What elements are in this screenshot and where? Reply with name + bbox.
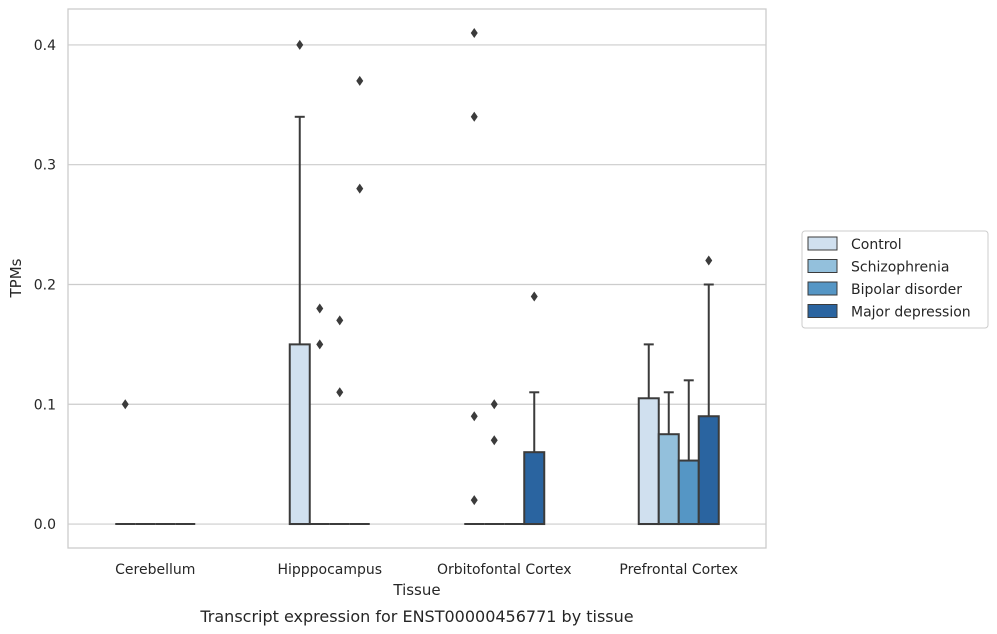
outlier-point bbox=[121, 399, 129, 410]
box-2-3 bbox=[677, 379, 700, 526]
box-body bbox=[697, 415, 720, 526]
boxes bbox=[115, 115, 720, 526]
outliers bbox=[121, 27, 713, 506]
box-0-3 bbox=[637, 343, 660, 526]
y-tick-label: 0.1 bbox=[34, 397, 56, 413]
outlier-point bbox=[470, 411, 478, 422]
outlier-point bbox=[316, 339, 324, 350]
outlier-point bbox=[490, 435, 498, 446]
legend-swatch bbox=[807, 304, 838, 318]
outlier-point bbox=[470, 495, 478, 506]
legend-swatch bbox=[807, 281, 838, 296]
y-tick-label: 0.0 bbox=[34, 517, 56, 533]
y-tick-label: 0.3 bbox=[34, 158, 56, 174]
box-body bbox=[657, 433, 680, 526]
x-tick-label: Prefrontal Cortex bbox=[619, 562, 738, 578]
outlier-point bbox=[530, 291, 538, 302]
outlier-point bbox=[705, 255, 713, 266]
outlier-point bbox=[490, 399, 498, 410]
outlier-point bbox=[336, 387, 344, 398]
box-1-3 bbox=[657, 391, 680, 526]
outlier-point bbox=[356, 183, 364, 194]
y-axis-ticks: 0.0 0.1 0.2 0.3 0.4 bbox=[34, 38, 56, 533]
x-tick-label: Orbitofontal Cortex bbox=[437, 562, 572, 578]
outlier-point bbox=[336, 315, 344, 326]
y-axis-label: TPMs bbox=[7, 258, 25, 298]
outlier-point bbox=[316, 303, 324, 314]
legend-frame bbox=[801, 230, 989, 329]
outlier-point bbox=[296, 39, 304, 50]
box-0-1 bbox=[288, 115, 311, 526]
legend-label: Control bbox=[851, 237, 902, 253]
box-body bbox=[523, 451, 546, 526]
x-axis-label: Tissue bbox=[392, 581, 440, 599]
legend-label: Major depression bbox=[851, 305, 971, 321]
outlier-point bbox=[470, 111, 478, 122]
legend: Control Schizophrenia Bipolar disorder Majo… bbox=[801, 230, 989, 329]
plot-area bbox=[67, 8, 767, 549]
box-body bbox=[288, 343, 311, 526]
chart-caption: Transcript expression for ENST0000045677… bbox=[199, 607, 633, 626]
outlier-point bbox=[470, 27, 478, 38]
box-3-3 bbox=[697, 283, 720, 526]
legend-swatch bbox=[807, 236, 838, 251]
legend-label: Schizophrenia bbox=[851, 260, 949, 276]
box-body bbox=[677, 459, 700, 526]
box-body bbox=[637, 397, 660, 526]
y-tick-label: 0.4 bbox=[34, 38, 56, 54]
legend-swatch bbox=[807, 259, 838, 273]
x-tick-label: Hipppocampus bbox=[277, 562, 382, 578]
x-tick-label: Cerebellum bbox=[115, 562, 195, 578]
y-tick-label: 0.2 bbox=[34, 277, 56, 293]
outlier-point bbox=[356, 75, 364, 86]
box-3-2 bbox=[523, 391, 546, 526]
legend-label: Bipolar disorder bbox=[851, 282, 962, 298]
x-axis-ticks: Cerebellum Hipppocampus Orbitofontal Corte… bbox=[115, 562, 738, 578]
